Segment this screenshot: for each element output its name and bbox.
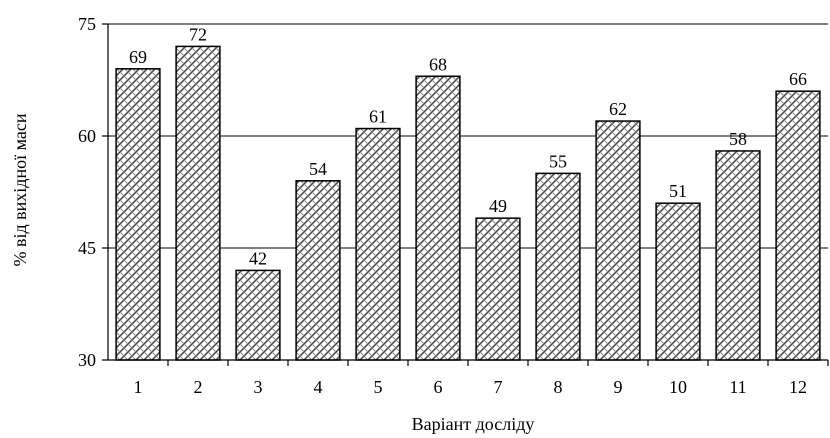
y-tick-label: 75 xyxy=(78,14,96,34)
data-label: 68 xyxy=(429,54,447,74)
data-label: 61 xyxy=(369,107,387,127)
x-axis-title: Варіант досліду xyxy=(412,414,535,434)
data-label: 54 xyxy=(309,159,327,179)
data-labels: 69 72 42 54 61 68 49 55 62 51 58 66 xyxy=(129,24,807,268)
x-tick-label: 11 xyxy=(729,377,746,397)
bar xyxy=(355,127,401,361)
y-tick-label: 60 xyxy=(78,126,96,146)
y-tick-labels: 30 45 60 75 xyxy=(78,14,108,370)
bar xyxy=(295,180,341,361)
data-label: 69 xyxy=(129,47,147,67)
data-label: 51 xyxy=(669,181,687,201)
data-label: 72 xyxy=(189,24,207,44)
x-tick-label: 2 xyxy=(194,377,203,397)
x-tick-labels: 1 2 3 4 5 6 7 8 9 10 11 12 xyxy=(134,360,829,397)
bar xyxy=(175,45,221,361)
x-tick-label: 4 xyxy=(314,377,323,397)
data-label: 42 xyxy=(249,248,267,268)
bar xyxy=(115,68,161,361)
data-label: 58 xyxy=(729,129,747,149)
x-tick-label: 12 xyxy=(789,377,807,397)
y-tick-label: 30 xyxy=(78,350,96,370)
data-label: 62 xyxy=(609,99,627,119)
bar xyxy=(595,120,641,361)
x-tick-label: 7 xyxy=(494,377,503,397)
x-tick-label: 9 xyxy=(614,377,623,397)
bar xyxy=(235,269,281,361)
x-tick-label: 1 xyxy=(134,377,143,397)
bar xyxy=(655,202,701,361)
bar xyxy=(535,172,581,361)
bar xyxy=(475,217,521,361)
data-label: 55 xyxy=(549,151,567,171)
y-axis-title: % від вихідної маси xyxy=(10,113,30,266)
y-tick-label: 45 xyxy=(78,238,96,258)
x-tick-label: 6 xyxy=(434,377,443,397)
x-tick-label: 3 xyxy=(254,377,263,397)
bar xyxy=(715,150,761,361)
bar xyxy=(415,75,461,361)
bar xyxy=(775,90,821,361)
x-tick-label: 10 xyxy=(669,377,687,397)
gridlines xyxy=(108,23,828,249)
x-tick-label: 5 xyxy=(374,377,383,397)
x-tick-label: 8 xyxy=(554,377,563,397)
data-label: 49 xyxy=(489,196,507,216)
data-label: 66 xyxy=(789,69,807,89)
bars xyxy=(115,45,821,361)
